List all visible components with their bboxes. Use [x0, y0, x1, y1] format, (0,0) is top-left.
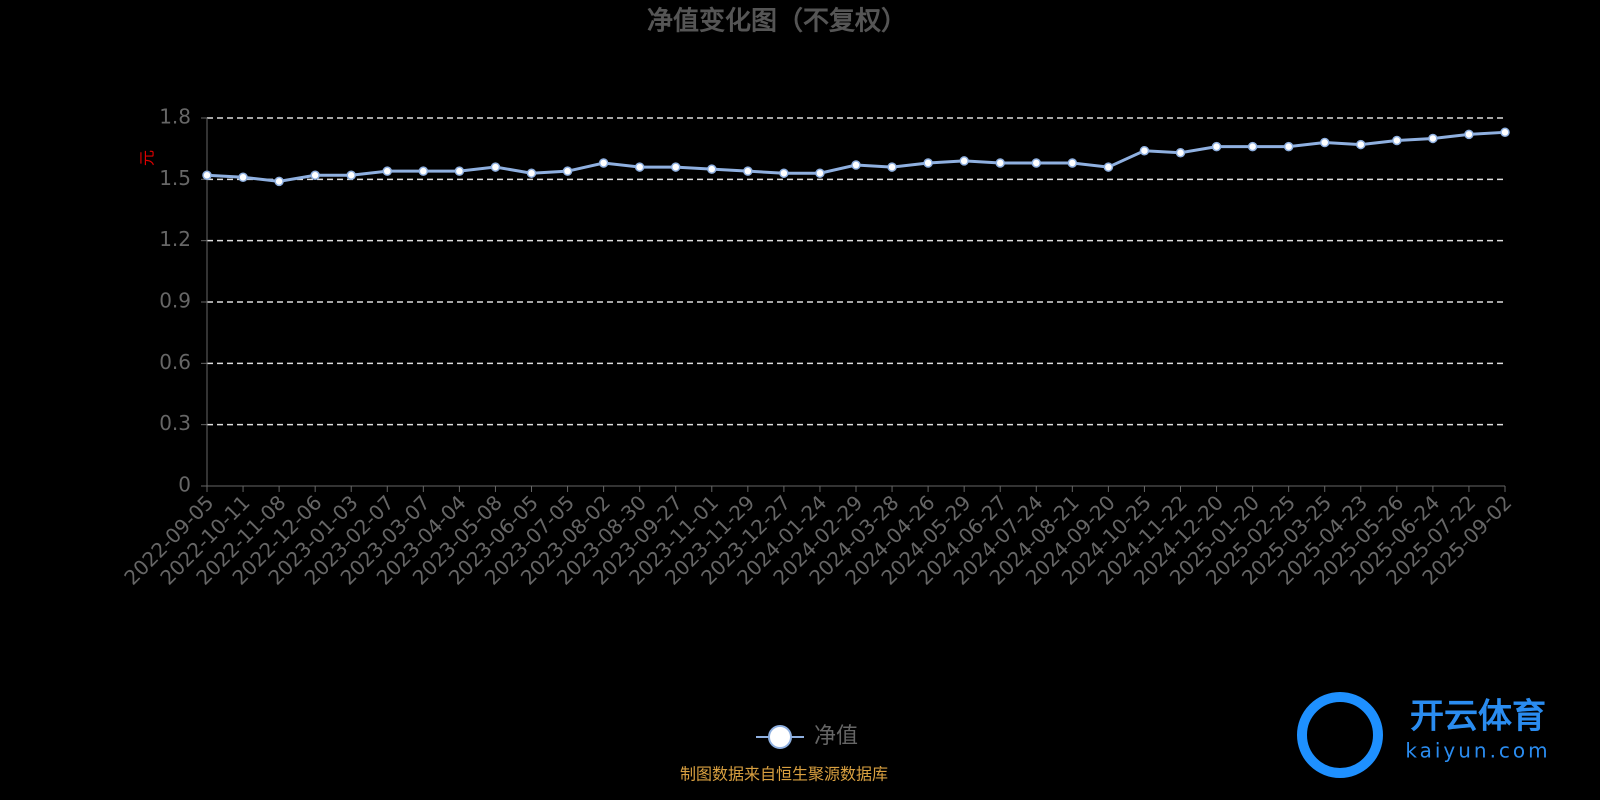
data-point: [382, 166, 393, 176]
data-point: [851, 160, 861, 170]
watermark: 开云体育 kaiyun.com: [1297, 692, 1550, 778]
legend-label: 净值: [814, 724, 858, 749]
data-point: [418, 166, 429, 176]
data-point: [310, 170, 320, 180]
y-axis-label: 元: [138, 150, 157, 166]
data-point: [1464, 129, 1474, 140]
data-point: [598, 158, 609, 168]
data-point: [490, 162, 501, 172]
data-point: [670, 162, 681, 172]
logo: [1297, 692, 1383, 778]
data-point: [1283, 141, 1294, 152]
data-point: [887, 162, 897, 172]
y-tick-label: 1.8: [159, 105, 191, 129]
data-point: [1356, 139, 1366, 150]
data-point: [274, 176, 284, 187]
data-point: [526, 168, 537, 178]
data-point: [1319, 137, 1330, 148]
chart-title: 净值变化图（不复权）: [647, 6, 907, 37]
data-point: [1392, 135, 1402, 146]
data-point: [959, 156, 969, 166]
data-point: [815, 168, 825, 178]
data-point: [454, 166, 465, 176]
data-point: [238, 172, 248, 183]
data-point: [995, 158, 1005, 168]
data-point: [707, 164, 717, 174]
data-point: [779, 168, 789, 178]
data-point: [1428, 133, 1438, 144]
data-point: [346, 170, 356, 180]
source-note: 制图数据来自恒生聚源数据库: [680, 765, 888, 784]
data-point: [1103, 162, 1114, 172]
data-point: [1500, 127, 1510, 138]
data-point: [202, 170, 212, 180]
brand: 开云体育: [1410, 697, 1546, 737]
y-tick-label: 1.5: [159, 166, 191, 190]
data-point: [923, 158, 933, 168]
data-point: [1139, 145, 1150, 156]
y-tick-label: 0.6: [159, 350, 191, 374]
legend-marker: [768, 725, 792, 749]
data-point: [1247, 141, 1258, 152]
y-tick-label: 0.9: [159, 289, 191, 313]
data-point: [1067, 158, 1078, 168]
data-point: [1175, 148, 1186, 158]
y-tick-label: 1.2: [159, 227, 191, 251]
data-point: [743, 166, 753, 176]
data-point: [1211, 141, 1222, 152]
data-point: [562, 166, 573, 176]
data-point: [1031, 158, 1042, 168]
brand-url: kaiyun.com: [1405, 739, 1550, 763]
y-tick-label: 0: [178, 473, 191, 497]
data-point: [634, 162, 645, 172]
y-tick-label: 0.3: [159, 411, 191, 435]
